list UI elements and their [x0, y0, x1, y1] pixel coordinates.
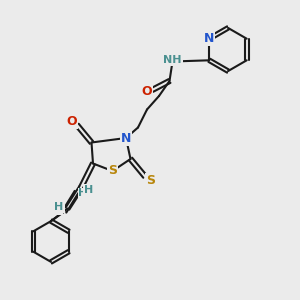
Text: O: O: [141, 85, 152, 98]
Text: H: H: [84, 185, 93, 195]
Text: N: N: [121, 131, 131, 145]
Text: H: H: [53, 204, 62, 214]
Text: H: H: [55, 202, 64, 212]
Text: S: S: [146, 173, 155, 187]
Text: H: H: [79, 188, 88, 199]
Text: NH: NH: [163, 55, 182, 65]
Text: N: N: [204, 32, 214, 45]
Text: S: S: [108, 164, 117, 178]
Text: O: O: [66, 115, 77, 128]
